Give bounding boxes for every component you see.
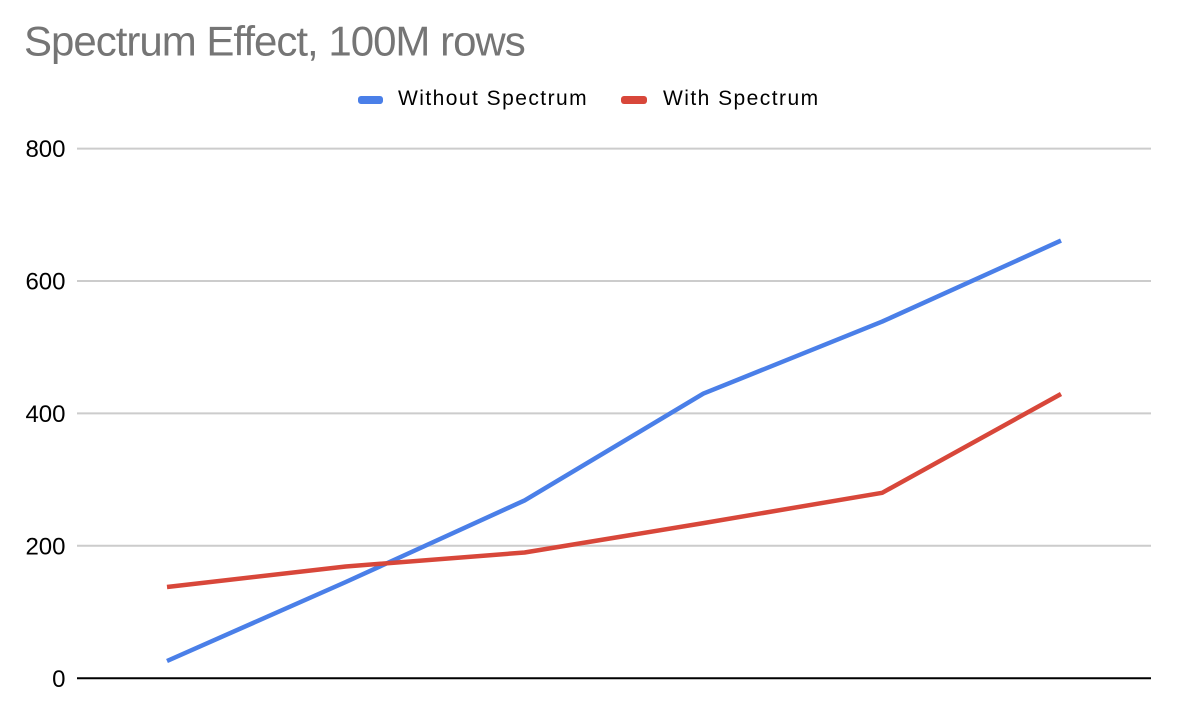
svg-text:400: 400: [25, 401, 65, 428]
svg-text:200: 200: [25, 533, 65, 560]
svg-text:Spectrum Effect, 100M rows: Spectrum Effect, 100M rows: [24, 17, 525, 64]
svg-text:Without Spectrum: Without Spectrum: [398, 87, 588, 110]
svg-text:600: 600: [25, 269, 65, 296]
svg-text:0: 0: [52, 666, 65, 693]
svg-text:800: 800: [25, 136, 65, 163]
svg-text:With Spectrum: With Spectrum: [663, 87, 820, 110]
